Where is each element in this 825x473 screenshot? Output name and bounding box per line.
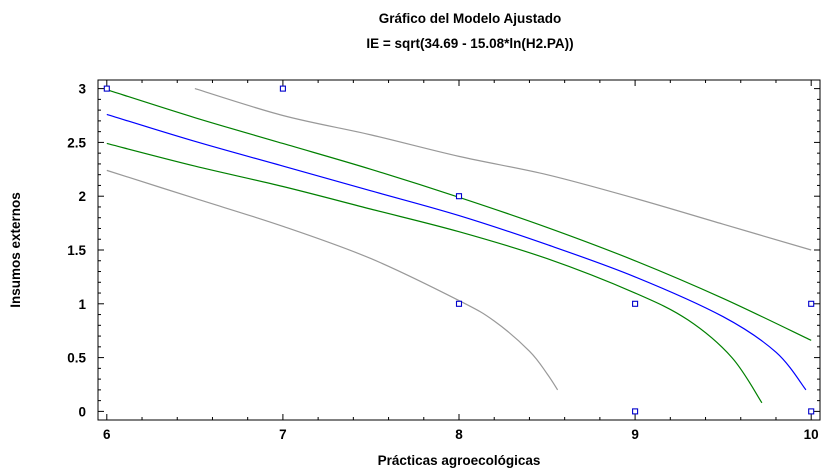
data-point: [455, 193, 463, 200]
data-point: [808, 408, 815, 415]
y-tick-label: 0: [78, 404, 86, 419]
data-point: [808, 300, 815, 307]
chart-title: Gráfico del Modelo Ajustado: [379, 11, 562, 26]
x-tick-label: 10: [804, 427, 819, 442]
data-point: [632, 300, 639, 307]
y-tick-label: 1: [78, 297, 86, 312]
data-point: [279, 85, 286, 92]
upper-prediction-line: [194, 88, 812, 251]
y-tick-label: 3: [78, 82, 86, 97]
plot-area: 6 7 8 9 10 0 0.5 1 1.5 2 2.5 3: [67, 79, 821, 442]
chart-subtitle: IE = sqrt(34.69 - 15.08*ln(H2.PA)): [366, 36, 573, 51]
x-tick-label: 7: [279, 427, 287, 442]
y-tick-label: 2.5: [67, 135, 86, 150]
x-axis-label: Prácticas agroecológicas: [378, 453, 541, 468]
x-tick-label: 6: [103, 427, 111, 442]
data-point: [632, 408, 639, 415]
plot-frame: [97, 79, 821, 421]
fit-line: [106, 113, 807, 391]
y-tick-label: 2: [78, 189, 86, 204]
data-point: [103, 85, 110, 92]
y-tick-label: 0.5: [67, 351, 86, 366]
x-tick-label: 8: [455, 427, 463, 442]
y-axis-label: Insumos externos: [8, 192, 23, 308]
data-point: [455, 300, 463, 307]
x-tick-label: 9: [631, 427, 639, 442]
lower-prediction-line: [106, 169, 559, 391]
lower-confidence-line: [106, 142, 763, 404]
y-tick-label: 1.5: [67, 243, 86, 258]
